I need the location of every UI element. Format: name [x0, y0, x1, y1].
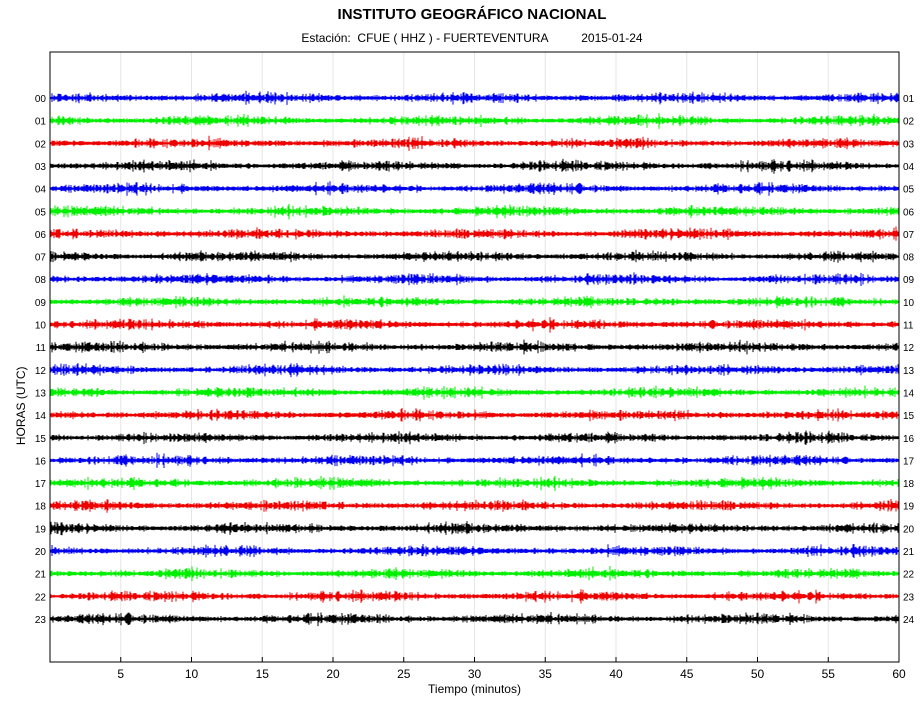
hour-label-left: 05 [35, 207, 47, 218]
hour-label-left: 04 [35, 185, 47, 196]
x-tick-label: 60 [892, 667, 906, 681]
hour-label-left: 19 [35, 524, 47, 535]
hour-label-left: 23 [35, 615, 47, 626]
hour-label-left: 11 [36, 343, 47, 354]
hour-label-left: 09 [35, 298, 47, 309]
hour-label-right: 14 [903, 388, 915, 399]
hour-label-left: 22 [35, 592, 47, 603]
hour-label-right: 23 [903, 592, 915, 603]
hour-label-right: 01 [903, 94, 915, 105]
hour-label-right: 03 [903, 139, 915, 150]
station-subtitle: Estación: CFUE ( HHZ ) - FUERTEVENTURA 2… [0, 31, 920, 45]
hour-label-right: 11 [903, 321, 914, 332]
hour-label-right: 17 [903, 456, 915, 467]
hour-label-right: 15 [903, 411, 915, 422]
hour-label-left: 01 [35, 117, 47, 128]
hour-label-right: 08 [903, 253, 915, 264]
x-tick-label: 55 [822, 667, 836, 681]
hour-label-right: 24 [903, 615, 915, 626]
hour-label-right: 06 [903, 207, 915, 218]
hour-label-right: 02 [903, 117, 915, 128]
x-tick-label: 50 [751, 667, 765, 681]
hour-label-left: 20 [35, 547, 47, 558]
hour-label-right: 18 [903, 479, 915, 490]
hour-label-right: 19 [903, 502, 915, 513]
hour-label-right: 10 [903, 298, 915, 309]
hour-label-left: 06 [35, 230, 47, 241]
x-tick-label: 20 [326, 667, 340, 681]
hour-label-right: 09 [903, 275, 915, 286]
page-title: INSTITUTO GEOGRÁFICO NACIONAL [337, 6, 607, 23]
hour-label-left: 08 [35, 275, 47, 286]
hour-label-right: 04 [903, 162, 915, 173]
hour-label-left: 12 [35, 366, 47, 377]
hour-label-right: 21 [903, 547, 915, 558]
hour-label-right: 22 [903, 570, 915, 581]
hour-label-right: 07 [903, 230, 915, 241]
x-tick-label: 45 [680, 667, 694, 681]
hour-label-left: 14 [35, 411, 47, 422]
hour-label-left: 03 [35, 162, 47, 173]
station-name: CFUE ( HHZ ) - FUERTEVENTURA [357, 31, 548, 45]
hour-label-left: 07 [35, 253, 47, 264]
y-axis-label: HORAS (UTC) [14, 366, 28, 445]
x-tick-label: 40 [609, 667, 623, 681]
hour-label-left: 00 [35, 94, 47, 105]
x-tick-label: 30 [468, 667, 482, 681]
station-date: 2015-01-24 [581, 31, 643, 45]
x-tick-label: 25 [397, 667, 411, 681]
seismic-trace-14 [49, 408, 900, 422]
station-label: Estación: [301, 31, 351, 45]
hour-label-right: 16 [903, 434, 915, 445]
hour-label-left: 18 [35, 502, 47, 513]
hour-label-left: 13 [35, 388, 47, 399]
hour-label-left: 16 [35, 456, 47, 467]
x-tick-label: 15 [256, 667, 270, 681]
hour-label-left: 02 [35, 139, 47, 150]
x-tick-label: 5 [117, 667, 124, 681]
hour-label-right: 12 [903, 343, 915, 354]
hour-label-left: 10 [35, 321, 47, 332]
hour-label-left: 17 [35, 479, 47, 490]
hour-label-right: 20 [903, 524, 915, 535]
hour-label-left: 21 [35, 570, 47, 581]
x-tick-label: 35 [539, 667, 553, 681]
hour-label-left: 15 [35, 434, 47, 445]
hour-label-right: 13 [903, 366, 915, 377]
x-tick-label: 10 [185, 667, 199, 681]
x-axis-label: Tiempo (minutos) [428, 682, 521, 696]
hour-label-right: 05 [903, 185, 915, 196]
